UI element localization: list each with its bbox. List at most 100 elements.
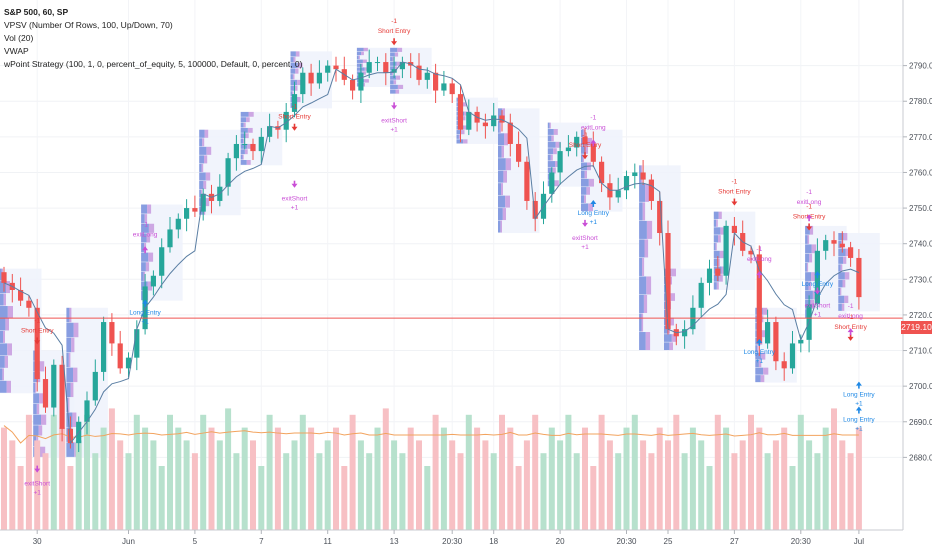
profile-row-up (547, 173, 551, 180)
profile-row-up (547, 135, 552, 142)
profile-row-up (240, 159, 247, 165)
annotation-short: Short Entry -1 (718, 179, 751, 206)
profile-row-down (641, 313, 644, 332)
volume-bar (814, 453, 821, 530)
profile-row-down (3, 330, 5, 343)
annotation-long: Long Entry +1 (744, 338, 776, 365)
profile-row-down (501, 183, 503, 196)
volume-bar (366, 453, 373, 530)
legend-strategy[interactable]: wPoint Strategy (100, 1, 0, percent_of_e… (4, 59, 303, 69)
legend-vpsv[interactable]: VPSV (Number Of Rows, 100, Up/Down, 70) (4, 20, 173, 30)
profile-row-down (204, 129, 209, 138)
volume-bar (640, 440, 647, 530)
profile-row-down (396, 61, 402, 66)
volume-bar (532, 414, 539, 530)
profile-row-up (547, 122, 550, 129)
profile-row-up (664, 342, 670, 351)
volume-bar (847, 453, 854, 530)
volume-bar (432, 414, 439, 530)
candle-body (291, 94, 298, 112)
annotation-long: Long Entry +1 (129, 299, 162, 326)
profile-row-up (498, 170, 504, 183)
profile-row-up (713, 242, 716, 251)
legend-vwap[interactable]: VWAP (4, 46, 29, 56)
profile-row-down (201, 189, 203, 198)
candle-body (374, 62, 381, 64)
x-tick-label: 20:30 (616, 537, 637, 546)
annotation-qty: -1 (34, 317, 40, 324)
profile-row-down (394, 66, 398, 71)
candle-body (101, 322, 107, 372)
profile-row-up (498, 145, 502, 158)
profile-row-up (33, 414, 41, 425)
profile-row-down (35, 382, 37, 393)
profile-row-down (584, 195, 586, 203)
profile-row-down (808, 281, 812, 291)
profile-row-up (199, 138, 203, 147)
profile-row-down (40, 446, 46, 457)
annotation-arrow-head (756, 338, 763, 343)
volume-bar (631, 414, 638, 530)
profile-row-up (639, 202, 643, 221)
profile-row-up (356, 55, 359, 60)
legend-vol[interactable]: Vol (20) (4, 33, 34, 43)
candle-body (316, 72, 322, 84)
annotation-short: Short Entry -1 (378, 18, 411, 46)
annotation-qty: -1 (848, 314, 854, 321)
profile-row-down (840, 287, 842, 296)
profile-row-up (390, 84, 398, 89)
candle-body (366, 62, 372, 73)
volume-bar (324, 440, 331, 530)
profile-row-down (202, 138, 205, 147)
y-tick-label: 2770.00 (909, 133, 932, 142)
annotation-label: exitLong (133, 231, 158, 238)
candle-body (42, 379, 49, 408)
profile-row-up (240, 138, 244, 144)
x-tick-label: 18 (489, 537, 498, 546)
candle-body (723, 225, 729, 276)
volume-bar (598, 414, 605, 530)
profile-row-up (838, 287, 841, 296)
profile-row-down (643, 294, 648, 313)
annotation-qty: +1 (141, 319, 149, 326)
candle-body (51, 364, 57, 408)
profile-row-down (716, 219, 718, 227)
profile-row-down (360, 63, 363, 67)
annotation-label: Short Entry (378, 28, 411, 35)
profile-row-up (547, 154, 551, 161)
profile-row-up (141, 242, 145, 253)
legend-symbol[interactable]: S&P 500, 60, SP (4, 7, 69, 17)
annotation-label: exitLong (747, 256, 772, 263)
profile-row-up (456, 97, 459, 102)
annotation-arrow-head (855, 406, 862, 411)
profile-row-up (290, 57, 294, 63)
profile-row-up (713, 227, 721, 235)
annotation-label: Long Entry (744, 349, 776, 356)
annotation-arrow-head (814, 290, 821, 295)
price-axis[interactable]: 2680.00 2690.00 2700.00 2710.00 2720.00 2730.… (902, 0, 932, 530)
volume-bar (407, 427, 414, 530)
profile-row-up (639, 294, 644, 313)
profile-row-down (644, 239, 649, 258)
profile-row-up (838, 280, 843, 288)
profile-row-up (66, 322, 74, 338)
annotation-arrow-head (806, 226, 813, 231)
volume-bar (158, 466, 165, 530)
annotation-label: exitLong (581, 124, 606, 131)
profile-row-down (550, 154, 553, 161)
annotation-long: Long Entry +1 (843, 381, 875, 408)
profile-row-up (390, 75, 397, 80)
profile-row-up (390, 89, 396, 94)
profile-row-up (356, 63, 361, 67)
profile-row-down (246, 117, 250, 123)
time-axis[interactable]: 30 Jun 5 7 11 13 20:30 18 20 20:30 25 27 20:30 Jul (0, 529, 903, 546)
profile-row-down (6, 281, 10, 294)
volume-bar (548, 427, 555, 530)
profile-row-down (551, 135, 554, 142)
candle-body (657, 200, 663, 234)
profile-row-down (295, 68, 299, 74)
profile-row-down (39, 393, 44, 404)
candle-body (466, 111, 472, 130)
